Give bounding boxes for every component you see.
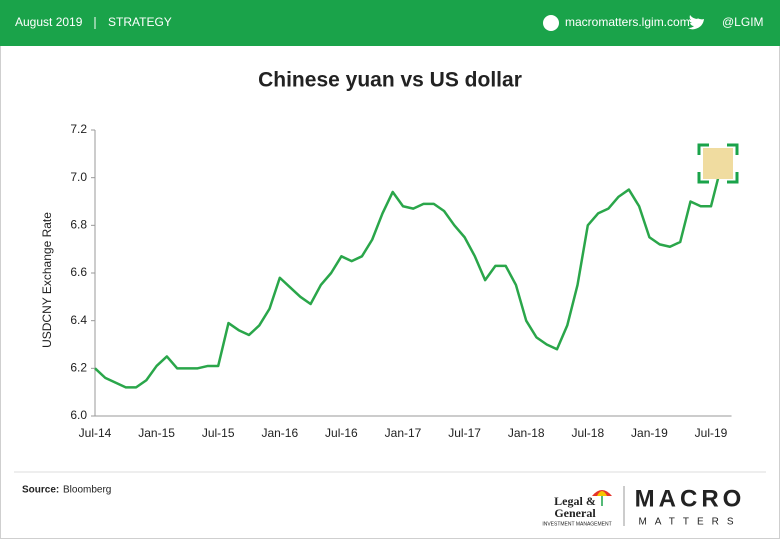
y-axis-label: USDCNY Exchange Rate — [40, 212, 54, 348]
header-twitter[interactable]: @LGIM — [722, 15, 764, 29]
source-label: Source: — [22, 485, 59, 496]
x-tick-label: Jul-16 — [325, 426, 358, 440]
x-tick-label: Jul-19 — [695, 426, 728, 440]
web-icon — [543, 15, 559, 31]
umbrella-inner — [597, 491, 607, 496]
highlight-box — [703, 148, 733, 179]
brand-bottom: General — [554, 506, 596, 520]
twitter-icon — [688, 15, 704, 30]
y-tick-label: 6.6 — [70, 265, 87, 279]
source: Bloomberg — [63, 485, 111, 496]
header-section: STRATEGY — [108, 15, 172, 29]
y-tick-label: 6.2 — [70, 361, 87, 375]
y-tick-label: 6.4 — [70, 313, 87, 327]
y-tick-label: 6.0 — [70, 408, 87, 422]
highlight-corners — [697, 143, 739, 184]
brand-top: Legal & — [554, 494, 596, 508]
x-tick-label: Jul-15 — [202, 426, 235, 440]
x-tick-label: Jan-15 — [138, 426, 175, 440]
plot: 6.0 6.2 6.4 6.6 6.8 7.0 7.2 Jul-14 Jan-15 Jul-15 J… — [70, 122, 732, 440]
x-tick-label: Jan-18 — [508, 426, 545, 440]
x-tick-label: Jan-17 — [385, 426, 422, 440]
x-tick-label: Jan-16 — [261, 426, 298, 440]
header-date: August 2019 — [15, 15, 83, 29]
macro: MACRO — [635, 485, 746, 512]
y-tick-label: 7.2 — [70, 122, 87, 136]
y-tick-label: 6.8 — [70, 218, 87, 232]
header-band — [0, 0, 780, 46]
y-tick-label: 7.0 — [70, 170, 87, 184]
x-tick-label: Jan-19 — [631, 426, 668, 440]
matters: MATTERS — [638, 517, 741, 528]
chart-title: Chinese yuan vs US dollar — [258, 69, 522, 92]
line-series — [94, 165, 723, 389]
brand-sub: INVESTMENT MANAGEMENT — [542, 521, 611, 527]
x-tick-label: Jul-18 — [571, 426, 604, 440]
x-tick-label: Jul-17 — [448, 426, 481, 440]
x-tick-label: Jul-14 — [79, 426, 112, 440]
header-website[interactable]: macromatters.lgim.com — [565, 15, 690, 29]
